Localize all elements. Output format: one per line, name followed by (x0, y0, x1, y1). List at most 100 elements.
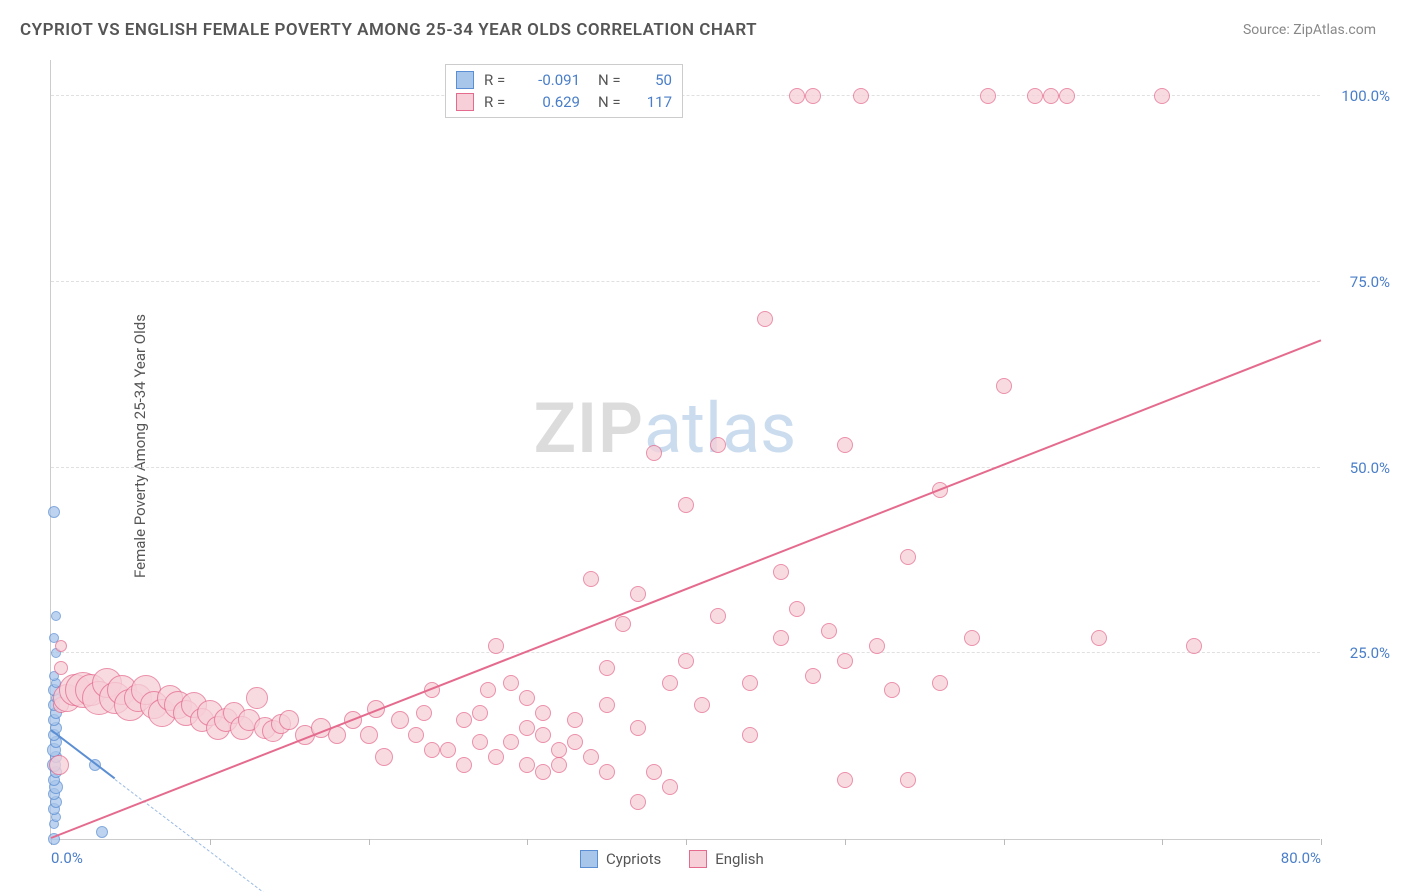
data-point (662, 675, 678, 691)
data-point (789, 88, 805, 104)
data-point (996, 378, 1012, 394)
legend-row: R = -0.091 N = 50 (456, 69, 672, 91)
data-point (472, 734, 488, 750)
legend-r-label: R = (484, 71, 512, 89)
legend-series-name: Cypriots (606, 850, 661, 868)
data-point (678, 497, 694, 513)
data-point (821, 623, 837, 639)
data-point (503, 675, 519, 691)
data-point (48, 506, 60, 518)
data-point (583, 749, 599, 765)
data-point (551, 757, 567, 773)
data-point (630, 720, 646, 736)
legend-swatch (456, 93, 474, 111)
data-point (519, 690, 535, 706)
legend-r-value: 0.629 (522, 93, 580, 111)
legend-swatch (689, 850, 707, 868)
data-point (742, 675, 758, 691)
data-point (488, 749, 504, 765)
watermark-zip: ZIP (534, 388, 644, 470)
data-point (630, 586, 646, 602)
data-point (932, 675, 948, 691)
legend-series-name: English (715, 850, 764, 868)
data-point (480, 682, 496, 698)
data-point (54, 661, 68, 675)
data-point (694, 697, 710, 713)
data-point (375, 748, 393, 766)
data-point (757, 311, 773, 327)
legend-swatch (456, 71, 474, 89)
legend-n-value: 50 (636, 71, 672, 89)
data-point (1091, 630, 1107, 646)
data-point (456, 712, 472, 728)
source-attribution: Source: ZipAtlas.com (1243, 22, 1376, 38)
data-point (567, 712, 583, 728)
trend-line (51, 339, 1322, 839)
data-point (1154, 88, 1170, 104)
x-tick (527, 839, 528, 845)
data-point (246, 687, 268, 709)
trend-line-extension (114, 779, 289, 892)
data-point (805, 668, 821, 684)
correlation-legend: R = -0.091 N = 50R = 0.629 N = 117 (445, 64, 683, 118)
data-point (488, 638, 504, 654)
data-point (1027, 88, 1043, 104)
data-point (900, 772, 916, 788)
data-point (424, 742, 440, 758)
data-point (1043, 88, 1059, 104)
data-point (51, 611, 61, 621)
watermark-atlas: atlas (644, 388, 796, 470)
x-tick (210, 839, 211, 845)
x-tick-label: 80.0% (1281, 849, 1321, 867)
y-tick-label: 25.0% (1330, 644, 1390, 662)
data-point (837, 653, 853, 669)
data-point (49, 755, 69, 775)
data-point (1186, 638, 1202, 654)
legend-item: English (689, 850, 764, 868)
data-point (360, 726, 378, 744)
legend-item: Cypriots (580, 850, 661, 868)
x-tick-label: 0.0% (51, 849, 83, 867)
data-point (710, 437, 726, 453)
data-point (964, 630, 980, 646)
data-point (789, 601, 805, 617)
data-point (805, 88, 821, 104)
legend-swatch (580, 850, 598, 868)
data-point (503, 734, 519, 750)
data-point (742, 727, 758, 743)
data-point (535, 764, 551, 780)
data-point (96, 826, 108, 838)
data-point (869, 638, 885, 654)
data-point (55, 640, 67, 652)
data-point (551, 742, 567, 758)
data-point (408, 727, 424, 743)
plot-area: ZIPatlas 25.0%50.0%75.0%100.0%0.0%80.0% (50, 60, 1320, 840)
data-point (646, 764, 662, 780)
y-tick-label: 75.0% (1330, 273, 1390, 291)
data-point (567, 734, 583, 750)
data-point (416, 705, 432, 721)
data-point (519, 720, 535, 736)
data-point (279, 710, 299, 730)
data-point (853, 88, 869, 104)
chart-title: CYPRIOT VS ENGLISH FEMALE POVERTY AMONG … (20, 20, 757, 40)
data-point (391, 711, 409, 729)
data-point (837, 437, 853, 453)
data-point (630, 794, 646, 810)
series-legend: Cypriots English (580, 850, 764, 868)
y-tick-label: 100.0% (1330, 87, 1390, 105)
data-point (599, 697, 615, 713)
data-point (456, 757, 472, 773)
data-point (1059, 88, 1075, 104)
data-point (678, 653, 694, 669)
chart-container: { "title": "CYPRIOT VS ENGLISH FEMALE PO… (0, 0, 1406, 892)
gridline-h (51, 95, 1320, 96)
legend-n-label: N = (598, 71, 626, 89)
legend-r-value: -0.091 (522, 71, 580, 89)
y-tick-label: 50.0% (1330, 459, 1390, 477)
data-point (837, 772, 853, 788)
data-point (599, 764, 615, 780)
data-point (519, 757, 535, 773)
data-point (773, 630, 789, 646)
legend-n-value: 117 (636, 93, 672, 111)
